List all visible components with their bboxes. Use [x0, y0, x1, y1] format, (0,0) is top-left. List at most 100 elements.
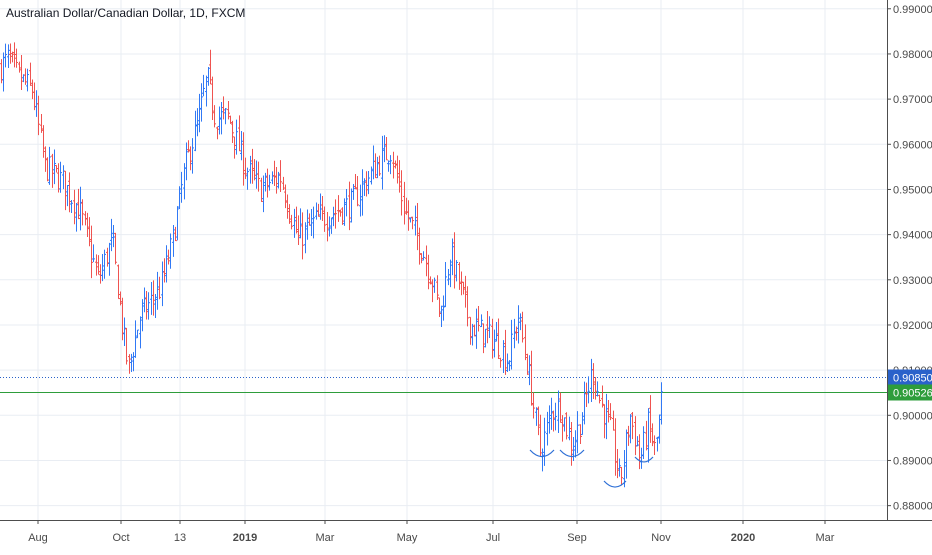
ohlc-bar [152, 280, 155, 316]
ohlc-bar [308, 213, 311, 226]
ohlc-bar [101, 253, 104, 282]
ohlc-bar [587, 376, 590, 404]
ohlc-bar [24, 68, 27, 85]
ohlc-bar [306, 209, 309, 240]
ohlc-bar [332, 206, 335, 227]
ohlc-bar [288, 204, 291, 224]
ohlc-bar [238, 115, 241, 152]
ohlc-bar [48, 146, 51, 185]
ohlc-bar [491, 318, 494, 359]
ohlc-bar [394, 160, 397, 169]
ohlc-bar [183, 163, 186, 200]
ohlc-bar [242, 132, 245, 186]
ohlc-bar [110, 218, 113, 252]
ohlc-bar [497, 318, 500, 360]
ohlc-bar [519, 313, 522, 331]
price-level-label: 0.90526 [893, 388, 932, 400]
ohlc-bar [31, 79, 34, 100]
ohlc-bar [389, 155, 392, 175]
ohlc-bar [528, 355, 531, 386]
ohlc-bar [449, 259, 452, 288]
ohlc-bar [488, 316, 491, 338]
ohlc-bar [392, 151, 395, 179]
ohlc-bar [660, 382, 663, 425]
ohlc-bar [607, 399, 610, 423]
ohlc-bar [561, 415, 564, 442]
ohlc-bar [165, 245, 168, 283]
annotations [529, 449, 654, 488]
ohlc-bar [218, 106, 221, 135]
pattern-arc [559, 449, 585, 458]
ohlc-bar [620, 466, 623, 486]
ohlc-bar [572, 437, 575, 461]
ohlc-bar [416, 202, 419, 251]
ohlc-bar [77, 188, 80, 220]
ohlc-bar [504, 329, 507, 375]
ohlc-bar [244, 157, 247, 179]
ohlc-bar [136, 329, 139, 339]
ohlc-bar [552, 410, 555, 432]
ohlc-bar [543, 417, 546, 466]
ohlc-bar [436, 275, 439, 301]
ohlc-bar [438, 297, 441, 317]
ohlc-bar [537, 406, 540, 436]
ohlc-bar [240, 131, 243, 161]
ohlc-bar [627, 425, 630, 446]
ohlc-bar [260, 177, 263, 202]
ohlc-bar [139, 316, 142, 349]
y-tick-label: 0.95000 [893, 184, 932, 196]
ohlc-bar [103, 249, 106, 279]
ohlc-bar [222, 96, 225, 120]
pattern-arc [529, 449, 555, 458]
ohlc-bar [458, 262, 461, 290]
ohlc-bar [442, 295, 445, 321]
ohlc-bar [11, 51, 14, 63]
ohlc-bar [264, 172, 267, 192]
ohlc-bar [284, 184, 287, 209]
price-level-label: 0.90850 [893, 373, 932, 385]
ohlc-bar [275, 167, 278, 194]
ohlc-bar [352, 183, 355, 200]
y-tick-label: 0.94000 [893, 230, 932, 242]
ohlc-bar [420, 253, 423, 264]
ohlc-bar [396, 155, 399, 184]
ohlc-bar [51, 153, 54, 188]
price-level-badge [888, 384, 932, 401]
ohlc-bar [334, 199, 337, 229]
ohlc-bar [469, 316, 472, 345]
ohlc-bar [246, 167, 249, 190]
ohlc-bar [651, 423, 654, 447]
ohlc-bar [304, 222, 307, 254]
ohlc-bar [649, 395, 652, 443]
y-tick-label: 0.97000 [893, 94, 932, 106]
ohlc-bar [70, 199, 73, 213]
ohlc-bar [475, 308, 478, 349]
x-tick-label: 2019 [233, 532, 257, 544]
ohlc-bar [409, 217, 412, 223]
ohlc-bar [526, 353, 529, 375]
ohlc-bar [653, 435, 656, 455]
ohlc-bar [321, 195, 324, 222]
ohlc-bar [79, 186, 82, 231]
ohlc-bar [156, 271, 159, 310]
ohlc-bar [211, 76, 214, 120]
ohlc-bar [539, 414, 542, 458]
ohlc-bar [235, 119, 238, 155]
ohlc-bar [257, 161, 260, 192]
x-tick-label: Oct [112, 532, 129, 544]
ohlc-bar [62, 165, 65, 190]
ohlc-bar [510, 319, 513, 370]
x-tick-label: May [397, 532, 418, 544]
ohlc-bar [418, 227, 421, 265]
ohlc-bar [493, 329, 496, 358]
ohlc-bar [273, 160, 276, 186]
ohlc-bar [345, 189, 348, 217]
ohlc-bar [557, 390, 560, 433]
ohlc-bar [440, 305, 443, 327]
ohlc-bar [310, 209, 313, 237]
ohlc-bar [623, 449, 626, 488]
ohlc-bar [141, 299, 144, 332]
ohlc-bar [471, 323, 474, 346]
ohlc-bar [317, 203, 320, 217]
